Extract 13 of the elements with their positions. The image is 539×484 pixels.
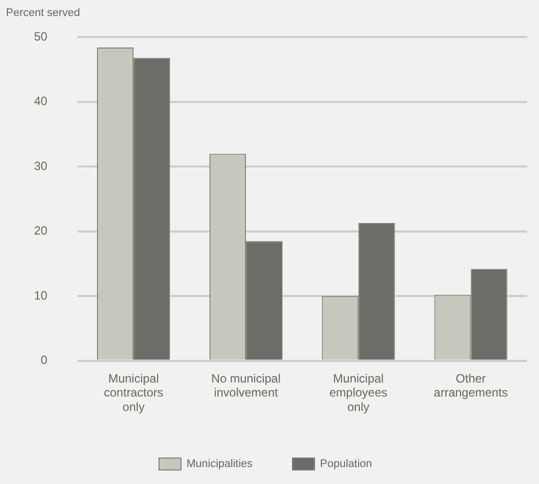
x-tick-label: Other arrangements xyxy=(434,371,508,400)
legend-label: Population xyxy=(320,458,372,470)
y-tick-label: 30 xyxy=(34,158,48,173)
y-tick-label: 0 xyxy=(40,353,48,368)
y-axis-title: Percent served xyxy=(6,7,80,19)
legend-label: Municipalities xyxy=(186,458,254,470)
x-tick-label: Municipal contractors only xyxy=(104,371,164,414)
x-tick-label: Municipal employees only xyxy=(329,371,388,414)
x-tick-label: No municipal involvement xyxy=(211,371,281,400)
y-tick-label: 40 xyxy=(34,94,48,108)
y-tick-label: 20 xyxy=(34,224,48,238)
y-tick-label: 10 xyxy=(34,288,48,302)
y-tick-label: 50 xyxy=(34,30,48,44)
